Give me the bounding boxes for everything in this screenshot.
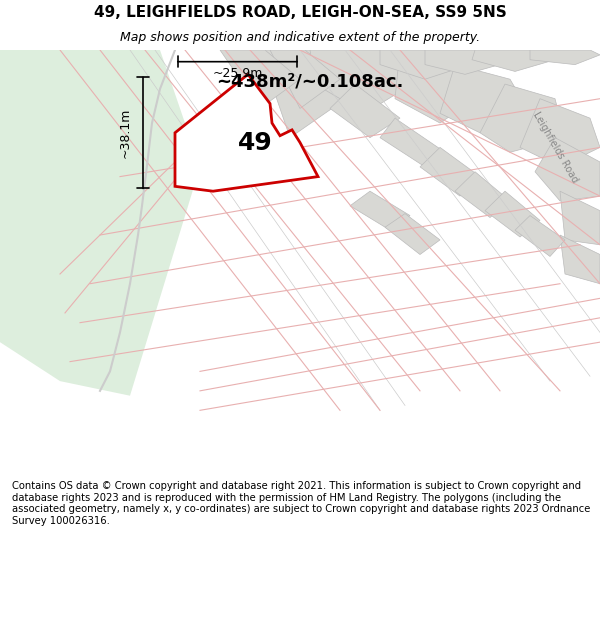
Polygon shape: [560, 191, 600, 245]
Text: Leighfields Road: Leighfields Road: [530, 110, 580, 184]
Polygon shape: [310, 50, 420, 113]
Polygon shape: [515, 216, 565, 256]
Polygon shape: [472, 50, 555, 71]
Text: 49, LEIGHFIELDS ROAD, LEIGH-ON-SEA, SS9 5NS: 49, LEIGHFIELDS ROAD, LEIGH-ON-SEA, SS9 …: [94, 5, 506, 20]
Text: ~38.1m: ~38.1m: [119, 107, 131, 158]
Polygon shape: [220, 50, 300, 108]
Polygon shape: [270, 50, 340, 108]
Polygon shape: [485, 191, 540, 237]
Text: 49: 49: [238, 131, 272, 154]
Polygon shape: [480, 84, 565, 152]
Polygon shape: [380, 50, 470, 79]
Polygon shape: [455, 172, 510, 217]
Polygon shape: [440, 64, 530, 132]
Polygon shape: [395, 50, 490, 123]
Polygon shape: [175, 74, 318, 191]
Polygon shape: [0, 50, 200, 396]
Text: Contains OS data © Crown copyright and database right 2021. This information is : Contains OS data © Crown copyright and d…: [12, 481, 590, 526]
Polygon shape: [385, 214, 440, 254]
Polygon shape: [530, 50, 600, 64]
Polygon shape: [520, 99, 600, 167]
Polygon shape: [260, 50, 360, 138]
Polygon shape: [535, 138, 600, 201]
Text: Map shows position and indicative extent of the property.: Map shows position and indicative extent…: [120, 31, 480, 44]
Polygon shape: [350, 191, 410, 230]
Text: ~25.9m: ~25.9m: [212, 67, 263, 80]
Polygon shape: [425, 50, 510, 74]
Text: ~438m²/~0.108ac.: ~438m²/~0.108ac.: [217, 72, 404, 90]
Polygon shape: [420, 148, 480, 196]
Polygon shape: [560, 235, 600, 284]
Polygon shape: [380, 118, 445, 167]
Polygon shape: [330, 84, 400, 138]
